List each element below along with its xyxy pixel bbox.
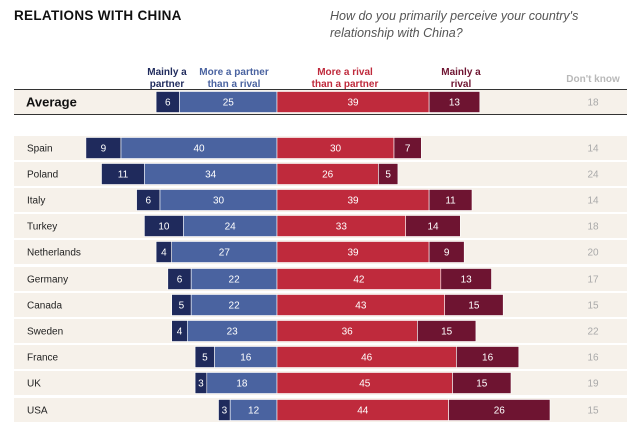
bar-mainly-rival-sweden: [417, 320, 477, 342]
header-dont-know: Don't know: [566, 74, 620, 85]
header-mainly-rival: Mainly a rival: [441, 67, 481, 90]
value-mainly-rival-germany: 13: [461, 275, 473, 286]
row-label-france: France: [27, 353, 59, 364]
value-dont-know-usa: 15: [587, 406, 599, 417]
value-dont-know-poland: 24: [587, 170, 599, 181]
value-mainly-partner-usa: 3: [222, 406, 228, 417]
row-label-netherlands: Netherlands: [27, 248, 81, 259]
bar-mainly-rival-germany: [440, 268, 492, 290]
value-more-rival-netherlands: 39: [347, 248, 359, 259]
value-more-rival-france: 46: [361, 353, 373, 364]
bar-mainly-rival-france: [456, 346, 520, 368]
row-label-italy: Italy: [27, 196, 45, 207]
header-more-rival: More a rival than a partner: [311, 67, 379, 90]
header-more-partner: More a partner than a rival: [199, 67, 269, 90]
row-label-turkey: Turkey: [27, 222, 57, 233]
value-mainly-partner-sweden: 4: [177, 327, 183, 338]
value-dont-know-germany: 17: [587, 275, 599, 286]
bar-mainly-rival-netherlands: [428, 241, 465, 263]
value-more-rival-sweden: 36: [342, 327, 354, 338]
value-mainly-rival-canada: 15: [468, 301, 480, 312]
value-more-partner-germany: 22: [229, 275, 241, 286]
value-more-partner-netherlands: 27: [219, 248, 231, 259]
row-label-average: Average: [26, 95, 77, 110]
row-label-sweden: Sweden: [27, 327, 63, 338]
value-more-partner-italy: 30: [213, 196, 225, 207]
value-dont-know-netherlands: 20: [587, 248, 599, 259]
header-mainly-partner: Mainly a partner: [147, 67, 187, 90]
value-mainly-partner-germany: 6: [177, 275, 183, 286]
value-more-rival-italy: 39: [347, 196, 359, 207]
value-more-partner-france: 16: [240, 353, 252, 364]
value-more-partner-canada: 22: [229, 301, 241, 312]
row-label-canada: Canada: [27, 301, 62, 312]
value-mainly-partner-uk: 3: [198, 379, 204, 390]
row-label-poland: Poland: [27, 170, 58, 181]
value-more-partner-average: 25: [223, 98, 235, 109]
value-more-rival-poland: 26: [322, 170, 334, 181]
bar-mainly-rival-uk: [452, 372, 512, 394]
value-dont-know-spain: 14: [587, 144, 599, 155]
chart-title: RELATIONS WITH CHINA: [14, 8, 182, 23]
value-mainly-rival-uk: 15: [476, 379, 488, 390]
value-more-rival-turkey: 33: [336, 222, 348, 233]
bar-mainly-rival-spain: [393, 137, 422, 159]
row-label-spain: Spain: [27, 144, 53, 155]
value-more-partner-usa: 12: [248, 406, 260, 417]
bar-mainly-rival-canada: [444, 294, 504, 316]
value-mainly-rival-italy: 11: [445, 196, 456, 207]
value-mainly-rival-sweden: 15: [441, 327, 453, 338]
row-label-uk: UK: [27, 379, 41, 390]
value-mainly-rival-netherlands: 9: [444, 248, 450, 259]
value-mainly-partner-france: 5: [202, 353, 208, 364]
value-more-rival-spain: 30: [330, 144, 342, 155]
value-mainly-partner-average: 6: [165, 98, 171, 109]
value-mainly-rival-poland: 5: [385, 170, 391, 181]
value-mainly-rival-turkey: 14: [427, 222, 439, 233]
value-mainly-rival-spain: 7: [405, 144, 411, 155]
value-more-rival-canada: 43: [355, 301, 367, 312]
value-dont-know-turkey: 18: [587, 222, 599, 233]
value-mainly-partner-poland: 11: [118, 170, 129, 181]
value-more-partner-sweden: 23: [227, 327, 239, 338]
bar-mainly-rival-poland: [378, 163, 399, 185]
row-label-germany: Germany: [27, 275, 68, 286]
value-mainly-rival-average: 13: [449, 98, 461, 109]
value-dont-know-italy: 14: [587, 196, 599, 207]
value-mainly-partner-netherlands: 4: [161, 248, 167, 259]
value-more-rival-uk: 45: [359, 379, 371, 390]
value-mainly-partner-turkey: 10: [158, 222, 170, 233]
value-more-partner-spain: 40: [193, 144, 205, 155]
value-mainly-partner-spain: 9: [101, 144, 107, 155]
value-more-partner-uk: 18: [236, 379, 248, 390]
value-dont-know-canada: 15: [587, 301, 599, 312]
value-dont-know-france: 16: [587, 353, 599, 364]
value-more-rival-germany: 42: [353, 275, 365, 286]
value-mainly-rival-usa: 26: [494, 406, 506, 417]
value-more-rival-average: 39: [347, 98, 359, 109]
bar-mainly-rival-turkey: [405, 215, 461, 237]
value-more-rival-usa: 44: [357, 406, 369, 417]
row-label-usa: USA: [27, 406, 48, 417]
value-dont-know-uk: 19: [587, 379, 599, 390]
value-mainly-partner-canada: 5: [179, 301, 185, 312]
value-mainly-partner-italy: 6: [146, 196, 152, 207]
value-mainly-rival-france: 16: [482, 353, 494, 364]
value-dont-know-average: 18: [587, 98, 599, 109]
value-more-partner-turkey: 24: [225, 222, 237, 233]
bar-mainly-rival-usa: [448, 399, 551, 421]
value-dont-know-sweden: 22: [587, 327, 599, 338]
bar-mainly-rival-average: [428, 91, 481, 113]
chart-question: How do you primarily perceive your count…: [330, 9, 579, 40]
bar-mainly-rival-italy: [428, 189, 473, 211]
value-more-partner-poland: 34: [205, 170, 217, 181]
